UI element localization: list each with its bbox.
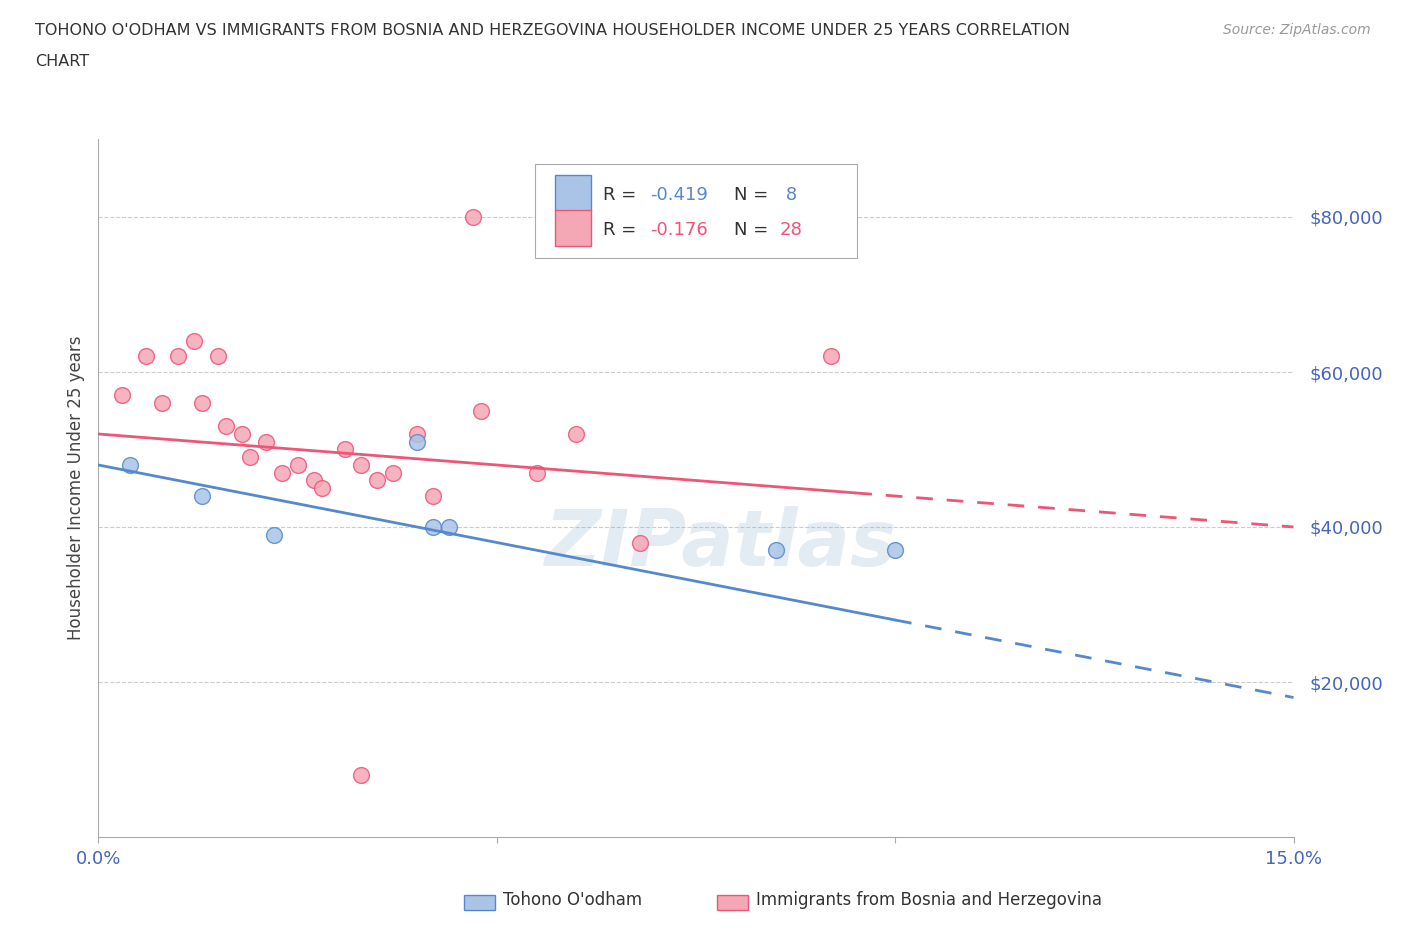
Point <box>406 434 429 449</box>
Text: N =: N = <box>734 221 769 239</box>
Point <box>254 434 277 449</box>
Point <box>191 488 214 503</box>
Text: -0.419: -0.419 <box>651 186 709 205</box>
Point <box>270 465 292 480</box>
Point <box>437 520 460 535</box>
Point <box>422 488 444 503</box>
Point <box>215 418 238 433</box>
Text: N =: N = <box>734 186 769 205</box>
Point <box>526 465 548 480</box>
Point <box>382 465 405 480</box>
Text: Tohono O'odham: Tohono O'odham <box>503 891 643 910</box>
FancyBboxPatch shape <box>534 164 858 259</box>
Point <box>150 395 173 410</box>
Text: TOHONO O'ODHAM VS IMMIGRANTS FROM BOSNIA AND HERZEGOVINA HOUSEHOLDER INCOME UNDE: TOHONO O'ODHAM VS IMMIGRANTS FROM BOSNIA… <box>35 23 1070 38</box>
Point <box>183 334 205 349</box>
Point <box>765 543 787 558</box>
Point <box>350 767 373 782</box>
Point <box>167 349 190 364</box>
Point <box>335 442 357 457</box>
Point <box>820 349 842 364</box>
Point <box>231 427 253 442</box>
Point <box>406 427 429 442</box>
Text: -0.176: -0.176 <box>651 221 709 239</box>
Text: R =: R = <box>603 186 636 205</box>
Point <box>302 473 325 488</box>
Text: Source: ZipAtlas.com: Source: ZipAtlas.com <box>1223 23 1371 37</box>
Y-axis label: Householder Income Under 25 years: Householder Income Under 25 years <box>66 336 84 641</box>
Point <box>207 349 229 364</box>
Point <box>461 209 484 224</box>
Point <box>422 520 444 535</box>
Point <box>350 458 373 472</box>
Point <box>287 458 309 472</box>
Point <box>884 543 907 558</box>
Text: 28: 28 <box>779 221 803 239</box>
Text: R =: R = <box>603 221 636 239</box>
Bar <box>555 175 591 211</box>
Point <box>135 349 157 364</box>
Point <box>191 395 214 410</box>
Point <box>628 535 651 550</box>
Text: Immigrants from Bosnia and Herzegovina: Immigrants from Bosnia and Herzegovina <box>756 891 1102 910</box>
Point <box>470 404 492 418</box>
Text: CHART: CHART <box>35 54 89 69</box>
Point <box>311 481 333 496</box>
Point <box>565 427 588 442</box>
Point <box>263 527 285 542</box>
Bar <box>555 210 591 246</box>
Text: ZIPatlas: ZIPatlas <box>544 506 896 582</box>
Point <box>111 388 134 403</box>
Point <box>366 473 388 488</box>
Text: 8: 8 <box>779 186 797 205</box>
Point <box>239 450 262 465</box>
Point <box>120 458 142 472</box>
